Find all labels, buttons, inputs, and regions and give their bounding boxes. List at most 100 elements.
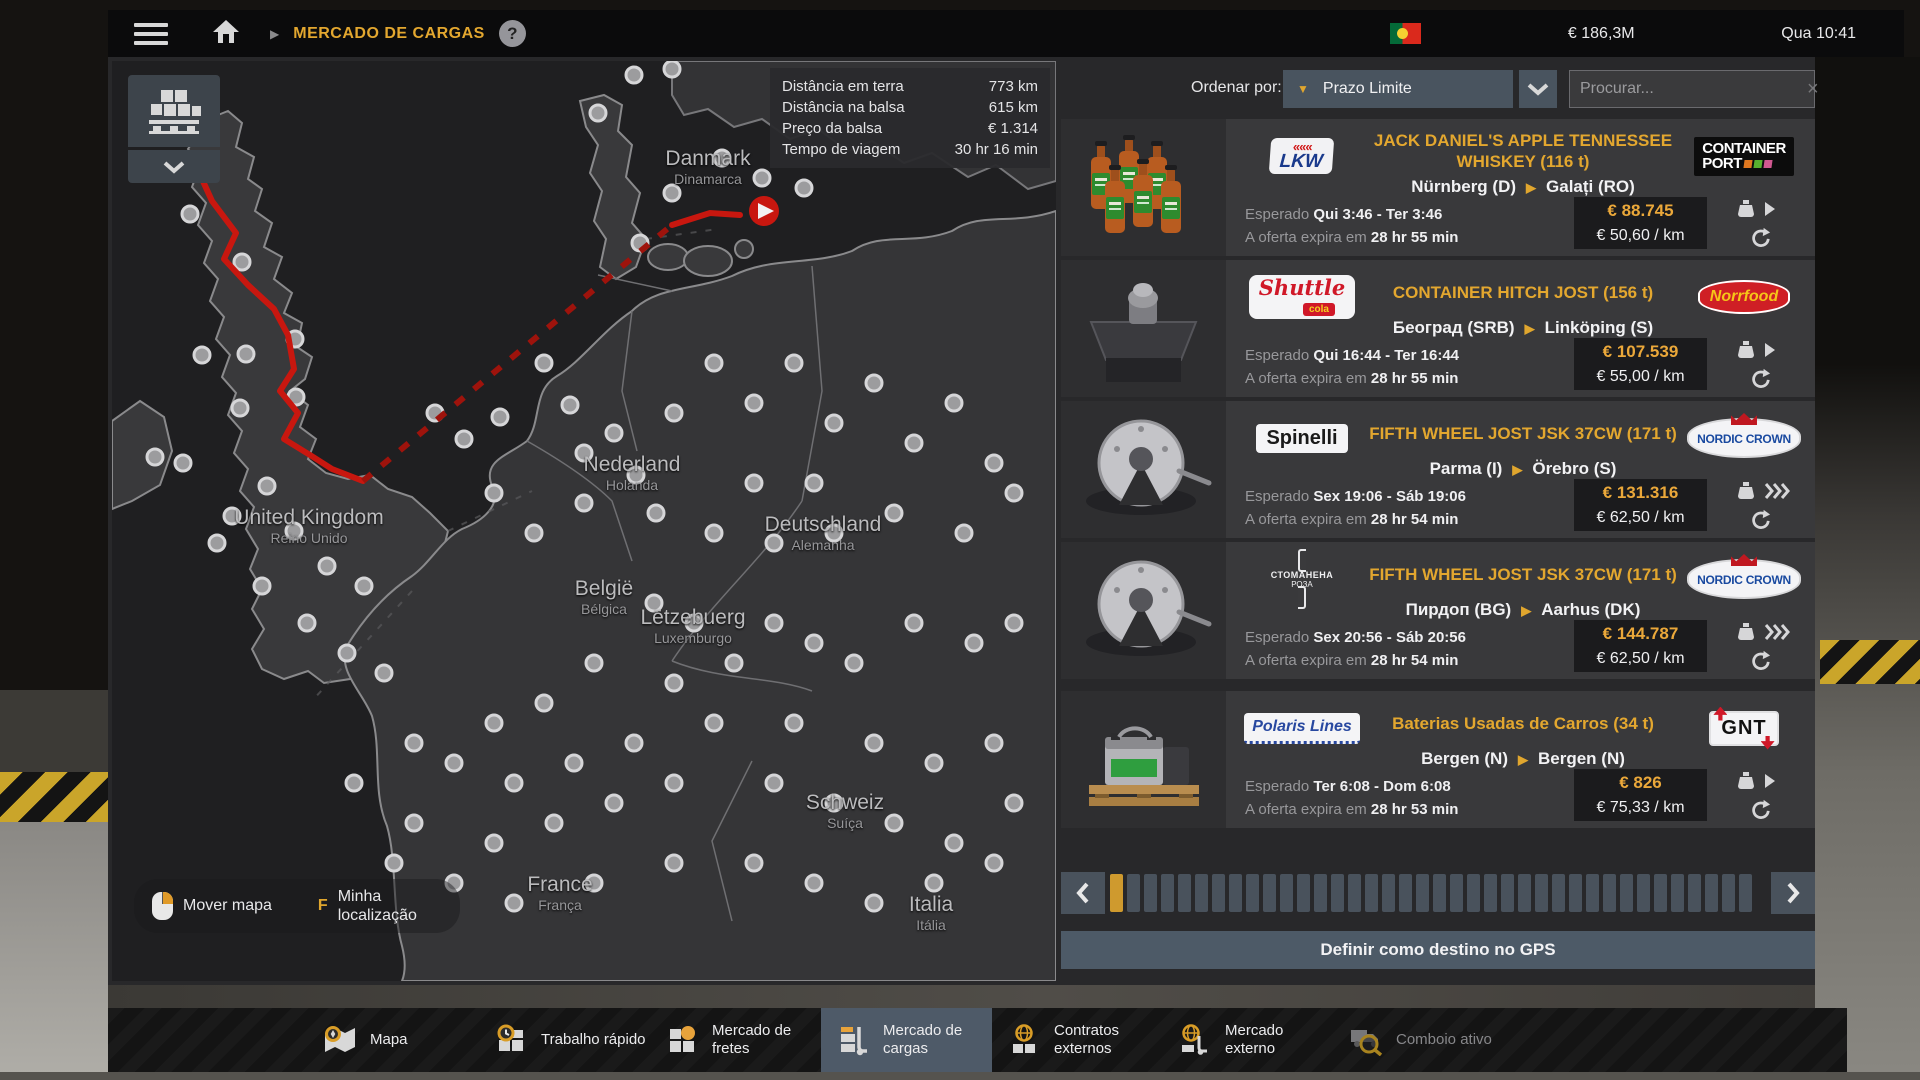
city-dot[interactable] <box>804 473 824 493</box>
city-dot[interactable] <box>344 773 364 793</box>
page-segment[interactable] <box>1314 874 1327 912</box>
city-dot[interactable] <box>173 453 193 473</box>
city-dot[interactable] <box>574 493 594 513</box>
city-dot[interactable] <box>924 753 944 773</box>
next-page-button[interactable] <box>1771 872 1815 914</box>
city-dot[interactable] <box>404 813 424 833</box>
set-gps-destination-button[interactable]: Definir como destino no GPS <box>1061 931 1815 969</box>
city-dot[interactable] <box>704 353 724 373</box>
page-segment[interactable] <box>1127 874 1140 912</box>
city-dot[interactable] <box>1004 613 1024 633</box>
city-dot[interactable] <box>684 613 704 633</box>
city-dot[interactable] <box>784 713 804 733</box>
help-button[interactable]: ? <box>498 20 526 47</box>
page-segment[interactable] <box>1450 874 1463 912</box>
page-segment[interactable] <box>1178 874 1191 912</box>
city-dot[interactable] <box>297 613 317 633</box>
city-dot[interactable] <box>374 663 394 683</box>
city-dot[interactable] <box>804 633 824 653</box>
page-segment[interactable] <box>1620 874 1633 912</box>
city-dot[interactable] <box>664 403 684 423</box>
city-dot[interactable] <box>864 733 884 753</box>
city-dot[interactable] <box>236 344 256 364</box>
page-segment[interactable] <box>1399 874 1412 912</box>
city-dot[interactable] <box>712 148 732 168</box>
page-segment[interactable] <box>1484 874 1497 912</box>
page-segment[interactable] <box>1739 874 1752 912</box>
page-segment[interactable] <box>1705 874 1718 912</box>
cargo-listing[interactable]: Spinelli FIFTH WHEEL JOST JSK 37CW (171 … <box>1061 401 1815 538</box>
city-dot[interactable] <box>904 613 924 633</box>
city-dot[interactable] <box>192 345 212 365</box>
city-dot[interactable] <box>337 643 357 663</box>
page-segment[interactable] <box>1212 874 1225 912</box>
clear-search-icon[interactable]: × <box>1807 77 1819 100</box>
city-dot[interactable] <box>444 873 464 893</box>
page-segment[interactable] <box>1637 874 1650 912</box>
city-dot[interactable] <box>145 447 165 467</box>
city-dot[interactable] <box>864 893 884 913</box>
city-dot[interactable] <box>544 813 564 833</box>
city-dot[interactable] <box>180 204 200 224</box>
page-segment[interactable] <box>1603 874 1616 912</box>
city-dot[interactable] <box>207 533 227 553</box>
page-segment[interactable] <box>1382 874 1395 912</box>
city-dot[interactable] <box>484 483 504 503</box>
city-dot[interactable] <box>534 353 554 373</box>
cargo-listing[interactable]: СТОМАНЕНА РОЗА FIFTH WHEEL JOST JSK 37CW … <box>1061 542 1815 679</box>
page-segment[interactable] <box>1229 874 1242 912</box>
city-dot[interactable] <box>662 183 682 203</box>
city-dot[interactable] <box>584 873 604 893</box>
city-dot[interactable] <box>444 753 464 773</box>
sort-dropdown-expand-button[interactable] <box>1519 70 1557 108</box>
city-dot[interactable] <box>764 533 784 553</box>
city-dot[interactable] <box>317 556 337 576</box>
city-dot[interactable] <box>764 773 784 793</box>
city-dot[interactable] <box>646 503 666 523</box>
city-dot[interactable] <box>232 252 252 272</box>
tab-mercado-de-cargas[interactable]: Mercado de cargas <box>821 1008 992 1072</box>
city-dot[interactable] <box>964 633 984 653</box>
city-dot[interactable] <box>454 429 474 449</box>
city-dot[interactable] <box>884 503 904 523</box>
page-segment[interactable] <box>1688 874 1701 912</box>
tab-mercado-externo[interactable]: Mercado externo <box>1163 1008 1334 1072</box>
page-segment[interactable] <box>1467 874 1480 912</box>
tab-trabalho-r-pido[interactable]: Trabalho rápido <box>479 1008 650 1072</box>
map-panel[interactable]: Danmark Dinamarca United Kingdom Reino U… <box>112 61 1056 981</box>
sort-dropdown[interactable]: ▼ Prazo Limite <box>1283 70 1513 108</box>
city-dot[interactable] <box>752 168 772 188</box>
city-dots[interactable] <box>145 61 1024 913</box>
city-dot[interactable] <box>984 853 1004 873</box>
city-dot[interactable] <box>764 613 784 633</box>
page-segment[interactable] <box>1161 874 1174 912</box>
city-dot[interactable] <box>524 523 544 543</box>
page-segment[interactable] <box>1348 874 1361 912</box>
city-dot[interactable] <box>624 733 644 753</box>
city-dot[interactable] <box>534 693 554 713</box>
city-dot[interactable] <box>804 873 824 893</box>
city-dot[interactable] <box>662 61 682 79</box>
city-dot[interactable] <box>904 433 924 453</box>
page-segment[interactable] <box>1195 874 1208 912</box>
city-dot[interactable] <box>984 733 1004 753</box>
city-dot[interactable] <box>222 506 242 526</box>
cargo-listing[interactable]: Shuttle cola CONTAINER HITCH JOST (156 t)… <box>1061 260 1815 397</box>
city-dot[interactable] <box>924 873 944 893</box>
menu-icon[interactable] <box>134 22 168 45</box>
cargo-filter-button[interactable] <box>128 75 220 147</box>
search-input[interactable] <box>1570 80 1797 98</box>
city-dot[interactable] <box>844 653 864 673</box>
page-segment[interactable] <box>1433 874 1446 912</box>
city-dot[interactable] <box>794 178 814 198</box>
city-dot[interactable] <box>984 453 1004 473</box>
city-dot[interactable] <box>564 753 584 773</box>
prev-page-button[interactable] <box>1061 872 1105 914</box>
city-dot[interactable] <box>230 398 250 418</box>
city-dot[interactable] <box>744 393 764 413</box>
city-dot[interactable] <box>824 523 844 543</box>
city-dot[interactable] <box>944 393 964 413</box>
map-filter-expand-button[interactable] <box>128 150 220 183</box>
city-dot[interactable] <box>484 713 504 733</box>
tab-mercado-de-fretes[interactable]: Mercado de fretes <box>650 1008 821 1072</box>
